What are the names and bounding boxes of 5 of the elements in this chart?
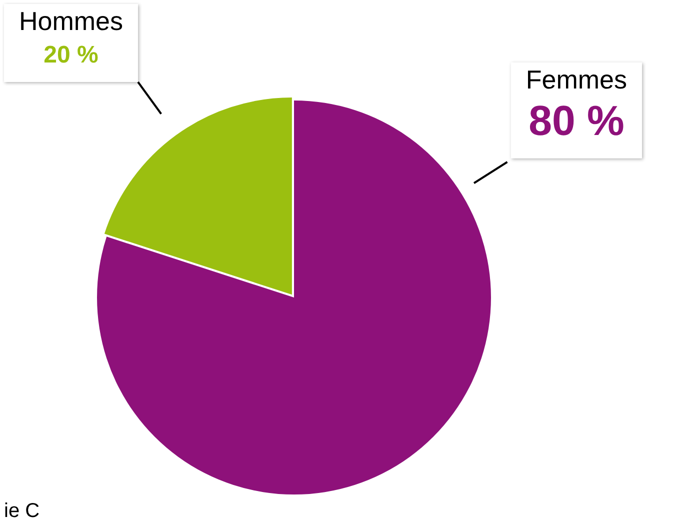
slice-label: Femmes [526, 64, 628, 95]
data-label: 20 % [44, 42, 98, 69]
text: ie C [4, 500, 40, 523]
data-label: 80 % [528, 96, 624, 144]
slice-label: Hommes [19, 6, 124, 36]
